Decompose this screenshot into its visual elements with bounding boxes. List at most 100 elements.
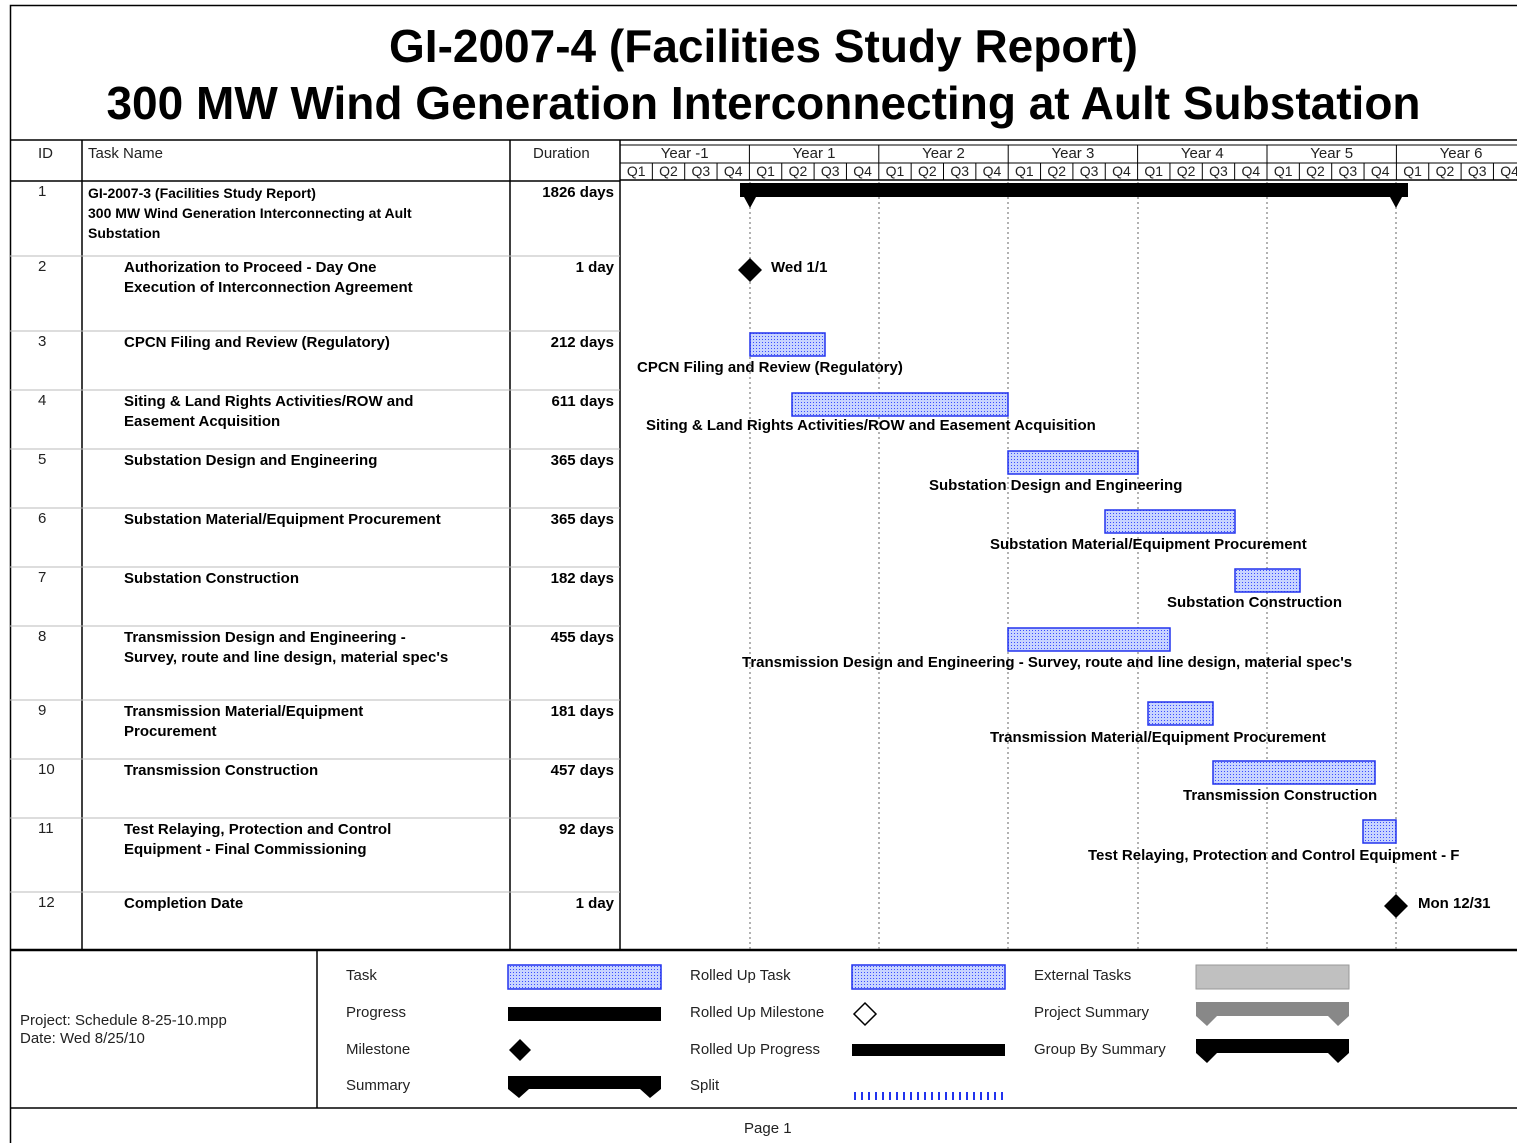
task-name: Test Relaying, Protection and Control Eq… <box>124 821 392 858</box>
column-header: Duration <box>533 145 590 162</box>
bar-label: Test Relaying, Protection and Control Eq… <box>1088 847 1460 864</box>
quarter-label: Q1 <box>885 163 905 179</box>
legend-label: Rolled Up Task <box>690 967 791 984</box>
row-id: 5 <box>38 451 47 468</box>
quarter-label: Q2 <box>1047 163 1067 179</box>
bar-label: Mon 12/31 <box>1418 895 1491 912</box>
task-name: Substation Material/Equipment Procuremen… <box>124 511 441 528</box>
task-name: Transmission Design and Engineering - Su… <box>124 629 449 666</box>
page-number: Page 1 <box>744 1120 792 1137</box>
legend-label: Rolled Up Milestone <box>690 1004 825 1021</box>
row-id: 11 <box>38 820 54 837</box>
quarter-label: Q4 <box>1112 163 1131 179</box>
quarter-label: Q2 <box>1306 163 1325 179</box>
task-name: CPCN Filing and Review (Regulatory) <box>124 334 390 351</box>
project: Project: Schedule 8-25-10.mpp <box>20 1012 227 1029</box>
task-name: Substation Design and Engineering <box>124 452 378 469</box>
legend-label: Task <box>346 967 377 984</box>
title-line: GI-2007-4 (Facilities Study Report) <box>389 20 1138 72</box>
task-name: Siting & Land Rights Activities/ROW and … <box>124 393 414 430</box>
quarter-label: Q1 <box>1403 163 1422 179</box>
task-name: Substation Construction <box>124 570 299 587</box>
row-id: 7 <box>38 569 47 586</box>
task-name: Transmission Material/Equipment Procurem… <box>124 703 364 740</box>
year-label: Year 2 <box>922 145 965 162</box>
duration: 92 days <box>558 821 614 838</box>
duration: 1 day <box>575 259 614 276</box>
quarter-label: Q1 <box>1273 163 1293 179</box>
quarter-label: Q4 <box>1370 163 1390 179</box>
duration: 365 days <box>550 452 614 469</box>
bar-label: Transmission Construction <box>1183 787 1378 804</box>
quarter-label: Q3 <box>1209 163 1228 179</box>
bar-label: Wed 1/1 <box>771 259 828 276</box>
task-name: Completion Date <box>124 895 244 912</box>
task-name: GI-2007-3 (Facilities Study Report) 300 … <box>88 185 412 241</box>
quarter-label: Q4 <box>723 163 743 179</box>
quarter-label: Q3 <box>1467 163 1487 179</box>
column-header: ID <box>38 145 53 162</box>
column-header: Task Name <box>88 145 164 162</box>
duration: 182 days <box>550 570 614 587</box>
legend-label: External Tasks <box>1034 967 1132 984</box>
bar-label: Substation Design and Engineering <box>929 477 1183 494</box>
task-name: Authorization to Proceed - Day One Execu… <box>124 259 413 296</box>
quarter-label: Q1 <box>756 163 775 179</box>
quarter-label: Q3 <box>820 163 840 179</box>
row-id: 3 <box>38 333 47 350</box>
year-label: Year 4 <box>1180 145 1224 162</box>
row-id: 4 <box>38 392 47 409</box>
bar-label: Siting & Land Rights Activities/ROW and … <box>646 417 1096 434</box>
quarter-label: Q2 <box>917 163 937 179</box>
year-label: Year -1 <box>660 145 709 162</box>
quarter-label: Q4 <box>853 163 872 179</box>
quarter-label: Q2 <box>1435 163 1455 179</box>
duration: 1 day <box>575 895 614 912</box>
legend-label: Group By Summary <box>1034 1041 1166 1058</box>
bar-label: Substation Material/Equipment Procuremen… <box>990 536 1307 553</box>
quarter-label: Q4 <box>1241 163 1261 179</box>
year-label: Year 1 <box>792 145 836 162</box>
row-id: 8 <box>38 628 47 645</box>
duration: 455 days <box>550 629 614 646</box>
legend-label: Progress <box>346 1004 407 1021</box>
year-label: Year 3 <box>1051 145 1095 162</box>
quarter-label: Q1 <box>626 163 646 179</box>
task-name: Transmission Construction <box>124 762 319 779</box>
legend-label: Split <box>690 1077 720 1094</box>
duration: 365 days <box>550 511 614 528</box>
quarter-label: Q3 <box>1338 163 1358 179</box>
quarter-label: Q1 <box>1144 163 1164 179</box>
row-id: 9 <box>38 702 47 719</box>
row-id: 1 <box>38 183 47 200</box>
duration: 611 days <box>551 393 614 410</box>
quarter-label: Q3 <box>950 163 970 179</box>
quarter-label: Q4 <box>982 163 1002 179</box>
legend-label: Rolled Up Progress <box>690 1041 821 1058</box>
legend-label: Project Summary <box>1034 1004 1150 1021</box>
quarter-label: Q4 <box>1500 163 1517 179</box>
row-id: 2 <box>38 258 47 275</box>
quarter-label: Q3 <box>691 163 711 179</box>
duration: 457 days <box>550 762 614 779</box>
date: Date: Wed 8/25/10 <box>20 1030 145 1047</box>
duration: 181 days <box>550 703 614 720</box>
title-line: 300 MW Wind Generation Interconnecting a… <box>106 77 1421 129</box>
duration: 1826 days <box>542 184 614 201</box>
quarter-label: Q2 <box>788 163 808 179</box>
bar-label: Substation Construction <box>1167 594 1342 611</box>
year-label: Year 6 <box>1439 145 1483 162</box>
row-id: 10 <box>38 761 55 778</box>
bar-label: Transmission Material/Equipment Procurem… <box>990 729 1326 746</box>
legend-label: Milestone <box>346 1041 411 1058</box>
quarter-label: Q2 <box>659 163 678 179</box>
quarter-label: Q3 <box>1079 163 1099 179</box>
quarter-label: Q2 <box>1176 163 1196 179</box>
row-id: 6 <box>38 510 47 527</box>
bar-label: Transmission Design and Engineering - Su… <box>742 654 1353 671</box>
duration: 212 days <box>550 334 614 351</box>
year-label: Year 5 <box>1310 145 1354 162</box>
legend-label: Summary <box>346 1077 411 1094</box>
